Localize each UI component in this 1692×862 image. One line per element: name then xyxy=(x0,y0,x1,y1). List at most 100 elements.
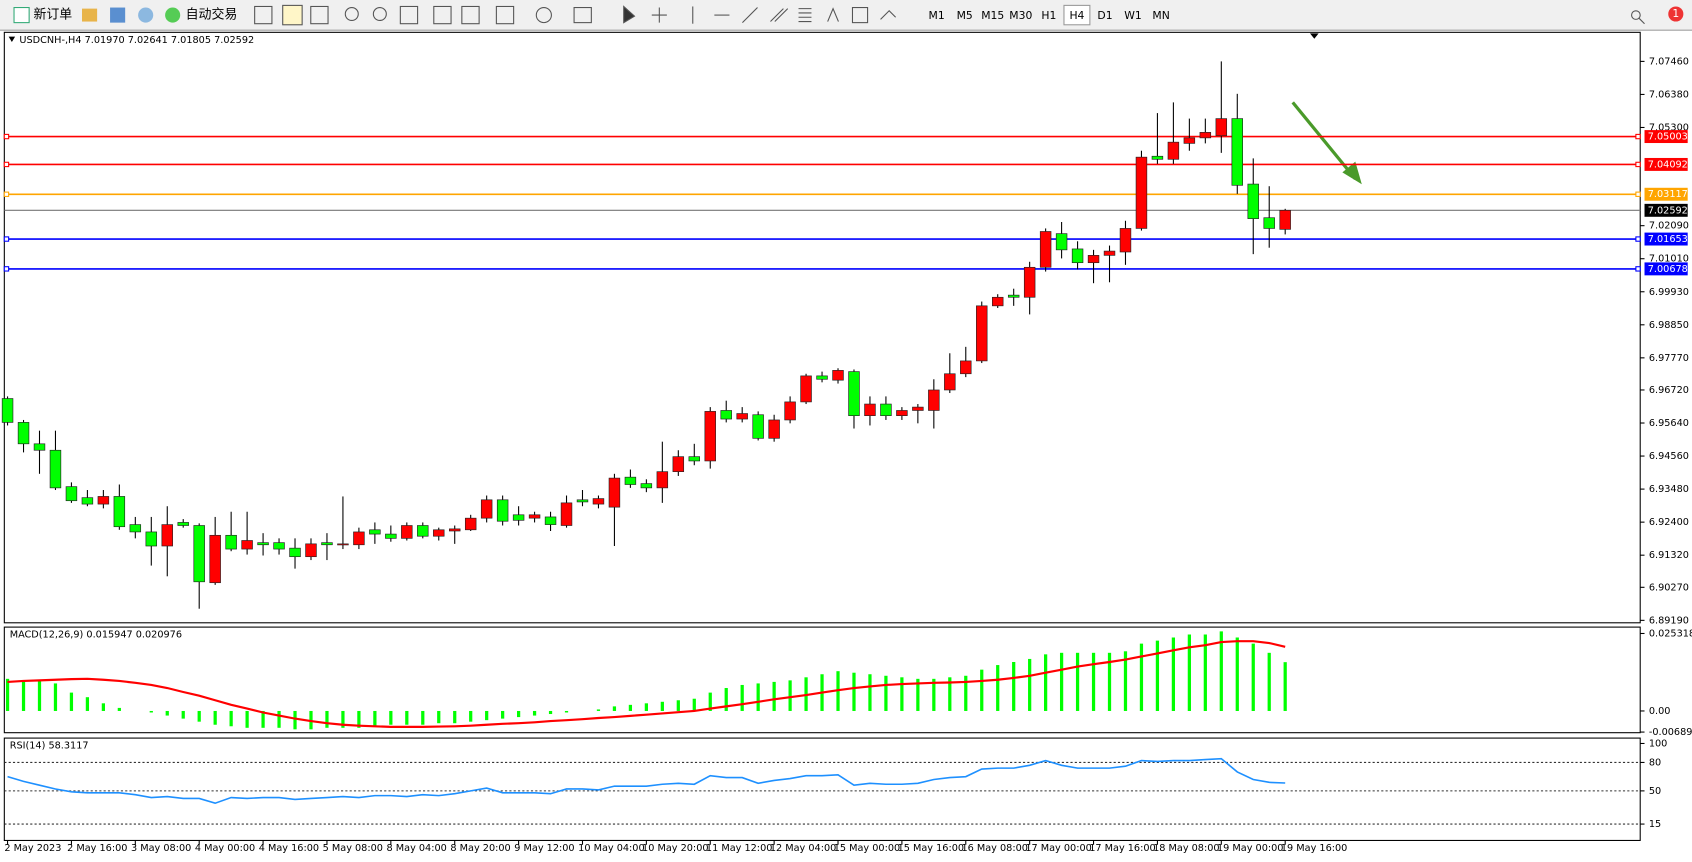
icon-button[interactable] xyxy=(535,7,552,24)
timeframe-label[interactable]: H1 xyxy=(1041,9,1056,22)
line-handle xyxy=(1635,161,1641,168)
candle-body xyxy=(81,497,94,505)
candle-body xyxy=(193,525,205,583)
candle-body xyxy=(832,370,844,381)
candle-body xyxy=(864,403,876,416)
y-tick-label: 7.07460 xyxy=(1649,56,1689,67)
trendline-tool[interactable] xyxy=(742,7,758,24)
candle-body xyxy=(1103,250,1116,256)
label-tool[interactable] xyxy=(851,7,869,24)
main-panel xyxy=(3,31,1641,624)
icon-button[interactable] xyxy=(82,8,98,22)
icon-button[interactable] xyxy=(461,5,480,25)
candle-body xyxy=(704,411,716,462)
price-label: 7.00678 xyxy=(1648,264,1688,275)
y-tick-label: 7.05300 xyxy=(1649,122,1689,133)
candle-body xyxy=(369,529,381,535)
auto-trading-icon[interactable] xyxy=(165,7,181,23)
timeframe-label[interactable]: M5 xyxy=(957,9,973,22)
x-tick-label: 15 May 16:00 xyxy=(898,843,964,854)
candle-body xyxy=(353,531,365,546)
x-tick-label: 5 May 08:00 xyxy=(323,843,383,854)
line-handle xyxy=(1635,266,1641,272)
channel-tool[interactable] xyxy=(770,8,789,22)
price-label: 7.01653 xyxy=(1648,234,1688,245)
icon-button[interactable] xyxy=(282,4,303,26)
icon-button[interactable] xyxy=(495,5,515,25)
x-tick-label: 4 May 16:00 xyxy=(259,843,319,854)
candle-body xyxy=(1231,118,1243,186)
candle-body xyxy=(49,449,62,489)
icon-button[interactable] xyxy=(138,7,154,23)
candle-body xyxy=(816,375,828,380)
crosshair-tool[interactable] xyxy=(651,7,667,23)
x-tick-label: 17 May 16:00 xyxy=(1089,843,1155,854)
candle-body xyxy=(608,477,621,508)
arrows-tool[interactable] xyxy=(880,10,897,20)
candle-body xyxy=(1071,248,1084,264)
icon-button[interactable] xyxy=(399,5,419,25)
new-order-icon[interactable] xyxy=(13,7,30,24)
y-tick-label: 6.96720 xyxy=(1649,385,1689,396)
icon-button[interactable] xyxy=(573,7,592,24)
candle-body xyxy=(896,410,908,416)
cursor-tool[interactable] xyxy=(623,5,636,24)
text-tool[interactable] xyxy=(827,7,839,22)
icon-button[interactable] xyxy=(310,5,329,25)
candle-body xyxy=(273,542,285,550)
indicator-header: RSI(14) 58.3117 xyxy=(10,741,89,752)
rsi-line xyxy=(7,757,1286,805)
candle-body xyxy=(433,529,445,537)
timeframe-label[interactable]: M1 xyxy=(929,9,945,22)
candle-body xyxy=(544,516,557,525)
candle-body xyxy=(337,543,349,546)
zoom-out[interactable] xyxy=(372,7,387,22)
icon-button[interactable] xyxy=(254,5,273,25)
candle-body xyxy=(720,410,732,420)
candle-body xyxy=(305,543,317,558)
auto-trading-button[interactable]: 自动交易 xyxy=(186,7,238,23)
timeframe-label[interactable]: M30 xyxy=(1009,9,1032,22)
timeframe-button[interactable] xyxy=(1063,4,1091,26)
y-tick-label: 6.93480 xyxy=(1649,484,1689,495)
candle-body xyxy=(624,476,637,485)
x-tick-label: 18 May 08:00 xyxy=(1153,843,1219,854)
timeframe-label[interactable]: D1 xyxy=(1097,9,1112,22)
notification-count: 1 xyxy=(1672,7,1679,20)
new-order-button[interactable]: 新订单 xyxy=(33,7,72,23)
timeframe-label[interactable]: H4 xyxy=(1069,9,1084,22)
candle-body xyxy=(1199,132,1212,139)
y-tick-label: 50 xyxy=(1649,786,1661,797)
fibo-tool[interactable] xyxy=(798,8,812,23)
indicator-header: MACD(12,26,9) 0.015947 0.020976 xyxy=(10,630,182,641)
candle-body xyxy=(752,414,764,439)
y-tick-label: 80 xyxy=(1649,757,1661,768)
annotation-arrow xyxy=(1291,101,1357,180)
y-tick-label: 6.92400 xyxy=(1649,517,1689,528)
candle-body xyxy=(991,296,1004,307)
x-tick-label: 2 May 16:00 xyxy=(67,843,127,854)
timeframe-label[interactable]: MN xyxy=(1152,9,1169,22)
candle-body xyxy=(848,371,860,416)
candle-body xyxy=(496,499,509,522)
x-tick-label: 2 May 2023 xyxy=(4,843,61,854)
notification-badge[interactable] xyxy=(1668,6,1684,22)
timeframe-label[interactable]: W1 xyxy=(1124,9,1142,22)
zoom-in[interactable] xyxy=(344,7,359,22)
toolbar-bg xyxy=(0,0,1692,31)
candle-body xyxy=(1215,118,1228,137)
y-tick-label: 100 xyxy=(1649,738,1668,749)
icon-button[interactable] xyxy=(433,5,452,25)
candle-body xyxy=(944,373,956,391)
price-label-bg xyxy=(1644,130,1688,144)
timeframe-bar: M1 M5 M15 M30 H1 H4 D1 W1 MN xyxy=(929,4,1170,26)
timeframe-label[interactable]: M15 xyxy=(981,9,1004,22)
y-tick-label: 15 xyxy=(1649,819,1661,830)
candle-body xyxy=(17,422,30,445)
x-tick-label: 3 May 08:00 xyxy=(131,843,191,854)
search-button[interactable] xyxy=(1631,10,1645,25)
candle-body xyxy=(113,496,126,528)
candle-body xyxy=(289,547,301,558)
candle-body xyxy=(736,413,748,420)
icon-button[interactable] xyxy=(110,7,126,23)
